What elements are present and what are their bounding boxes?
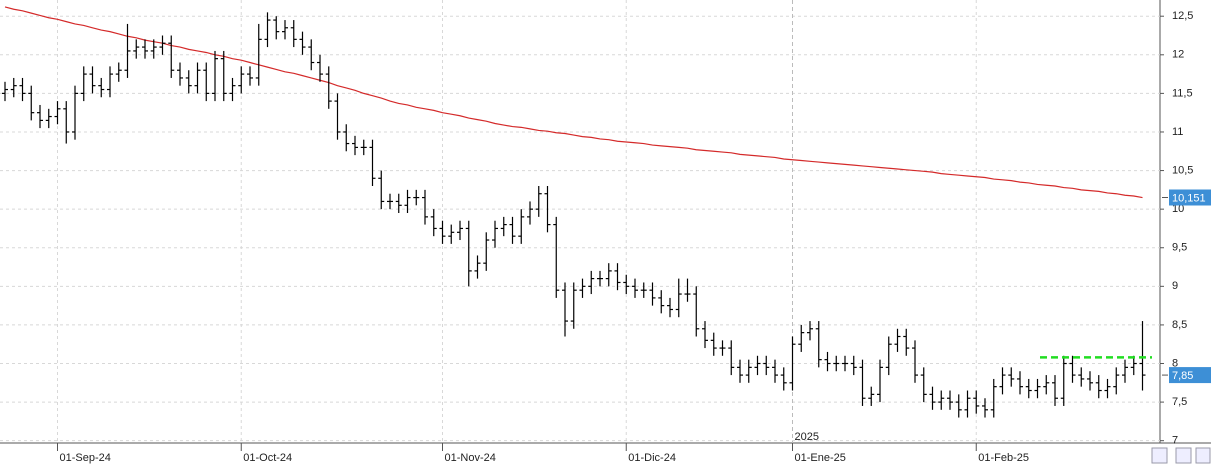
x-tick-label: 01-Feb-25 (978, 452, 1029, 464)
x-tick-label: 01-Ene-25 (795, 452, 846, 464)
y-tick-label: 11,5 (1172, 87, 1193, 99)
price-tag-label: 10,151 (1172, 192, 1206, 204)
moving-average-line (4, 6, 1143, 199)
y-tick-label: 10 (1172, 203, 1184, 215)
y-tick-label: 9,5 (1172, 242, 1187, 254)
y-tick-label: 11 (1172, 126, 1183, 138)
price-tag (1169, 367, 1211, 384)
save-button[interactable] (1175, 447, 1192, 464)
x-tick-label: 01-Oct-24 (243, 452, 292, 464)
y-tick-label: 12,5 (1172, 10, 1193, 22)
y-tick-label: 12 (1172, 49, 1184, 61)
y-tick-label: 9 (1172, 280, 1178, 292)
x-tick-label: 01-Dic-24 (628, 452, 676, 464)
scroll-button[interactable] (1151, 447, 1168, 464)
y-tick-label: 10,5 (1172, 164, 1193, 176)
y-tick-label: 8,5 (1172, 319, 1187, 331)
price-tag (1169, 189, 1211, 206)
menu-button[interactable] (1195, 447, 1211, 464)
price-tag-label: 7,85 (1172, 370, 1193, 382)
x-tick-label: 01-Sep-24 (60, 452, 111, 464)
y-tick-label: 7,5 (1172, 396, 1187, 408)
y-tick-label: 7 (1172, 435, 1178, 447)
x-tick-label: 01-Nov-24 (445, 452, 496, 464)
y-tick-label: 8 (1172, 357, 1178, 369)
year-label: 2025 (795, 431, 819, 443)
